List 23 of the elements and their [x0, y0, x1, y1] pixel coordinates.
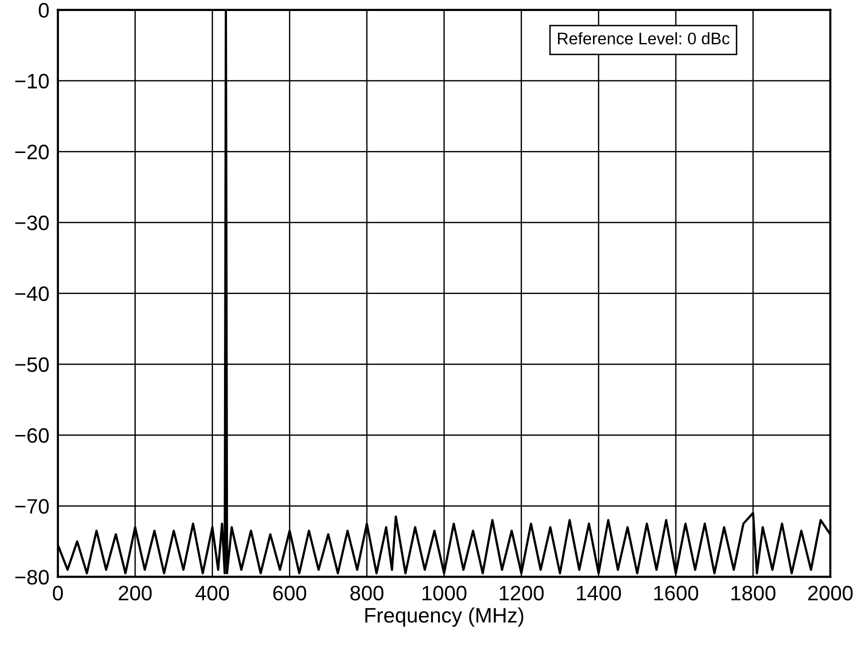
x-tick-label: 1400: [576, 586, 621, 600]
y-tick-label: −20: [15, 144, 49, 160]
x-tick-label: 400: [195, 586, 229, 600]
y-tick-label: −40: [15, 286, 49, 302]
x-tick-label: 600: [273, 586, 306, 600]
x-tick-label: 1600: [654, 586, 698, 600]
y-tick-label: 0: [38, 2, 49, 18]
x-tick-label: 1200: [500, 586, 544, 600]
y-tick-label: −80: [15, 570, 49, 585]
x-tick-label: 1800: [731, 586, 776, 600]
x-tick-label: 0: [52, 586, 63, 600]
y-tick-label: −10: [15, 74, 49, 89]
line-series: [58, 10, 830, 574]
x-tick-label: 1000: [422, 586, 466, 600]
y-tick-label: −70: [15, 498, 49, 514]
y-tick-label: −30: [15, 216, 49, 230]
x-tick-label: 2000: [808, 586, 853, 600]
y-tick-label: −50: [15, 357, 49, 372]
x-tick-label: 200: [118, 586, 152, 600]
y-tick-label: −60: [15, 428, 49, 443]
annotation: Reference Level: 0 dBc: [558, 32, 730, 44]
x-tick-label: 800: [350, 586, 384, 600]
x-axis-title: Frequency (MHz): [365, 607, 524, 627]
